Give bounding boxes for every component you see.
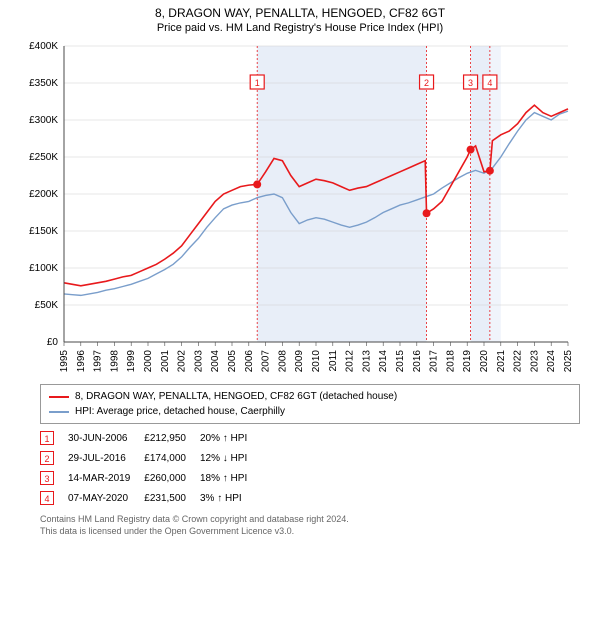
svg-text:4: 4 (487, 78, 492, 88)
svg-text:1995: 1995 (59, 350, 70, 373)
tx-price: £174,000 (144, 448, 200, 468)
svg-text:2013: 2013 (361, 350, 372, 373)
tx-price: £260,000 (144, 468, 200, 488)
transactions-table: 1 30-JUN-2006£212,95020% ↑ HPI 2 29-JUL-201… (40, 428, 261, 508)
svg-text:£350K: £350K (29, 78, 58, 89)
tx-delta: 12% ↓ HPI (200, 448, 261, 468)
tx-date: 30-JUN-2006 (68, 428, 144, 448)
tx-marker-icon: 4 (40, 491, 54, 505)
svg-text:2: 2 (424, 78, 429, 88)
table-row: 4 07-MAY-2020£231,5003% ↑ HPI (40, 488, 261, 508)
svg-text:2001: 2001 (160, 350, 171, 373)
legend-swatch-2 (49, 411, 69, 413)
table-row: 3 14-MAR-2019£260,00018% ↑ HPI (40, 468, 261, 488)
svg-text:2014: 2014 (378, 350, 389, 373)
tx-delta: 18% ↑ HPI (200, 468, 261, 488)
tx-marker-icon: 1 (40, 431, 54, 445)
svg-text:£0: £0 (47, 337, 59, 348)
tx-price: £212,950 (144, 428, 200, 448)
price-chart: £0 £50K £100K £150K £200K £250K £300K £350K £400… (20, 38, 580, 378)
svg-text:2020: 2020 (479, 350, 490, 373)
svg-text:2002: 2002 (177, 350, 188, 373)
svg-text:2019: 2019 (462, 350, 473, 373)
svg-text:2011: 2011 (328, 350, 339, 372)
svg-text:2010: 2010 (311, 350, 322, 373)
page-title: 8, DRAGON WAY, PENALLTA, HENGOED, CF82 6… (0, 0, 600, 20)
svg-text:2007: 2007 (261, 350, 272, 373)
svg-text:2016: 2016 (412, 350, 423, 373)
tx-marker-icon: 2 (40, 451, 54, 465)
svg-text:2022: 2022 (513, 350, 524, 373)
svg-text:2017: 2017 (429, 350, 440, 373)
svg-text:2015: 2015 (395, 350, 406, 373)
table-row: 1 30-JUN-2006£212,95020% ↑ HPI (40, 428, 261, 448)
svg-text:1: 1 (255, 78, 260, 88)
tx-delta: 3% ↑ HPI (200, 488, 261, 508)
legend-row-1: 8, DRAGON WAY, PENALLTA, HENGOED, CF82 6… (49, 389, 571, 404)
svg-text:2024: 2024 (546, 350, 557, 373)
tx-date: 14-MAR-2019 (68, 468, 144, 488)
legend-swatch-1 (49, 396, 69, 398)
svg-text:£150K: £150K (29, 226, 58, 237)
tx-date: 07-MAY-2020 (68, 488, 144, 508)
svg-text:2021: 2021 (496, 350, 507, 373)
svg-text:2018: 2018 (445, 350, 456, 373)
svg-text:£200K: £200K (29, 189, 58, 200)
svg-text:1998: 1998 (109, 350, 120, 373)
svg-text:2006: 2006 (244, 350, 255, 373)
svg-text:2004: 2004 (210, 350, 221, 373)
svg-text:1999: 1999 (126, 350, 137, 373)
tx-price: £231,500 (144, 488, 200, 508)
svg-text:2025: 2025 (563, 350, 574, 373)
svg-text:2005: 2005 (227, 350, 238, 373)
legend-row-2: HPI: Average price, detached house, Caer… (49, 404, 571, 419)
footer-line-2: This data is licensed under the Open Gov… (40, 526, 580, 538)
svg-text:1996: 1996 (76, 350, 87, 373)
page-subtitle: Price paid vs. HM Land Registry's House … (0, 20, 600, 38)
svg-text:£100K: £100K (29, 263, 58, 274)
legend: 8, DRAGON WAY, PENALLTA, HENGOED, CF82 6… (40, 384, 580, 424)
legend-label-1: 8, DRAGON WAY, PENALLTA, HENGOED, CF82 6… (75, 389, 397, 404)
svg-text:2000: 2000 (143, 350, 154, 373)
svg-text:£400K: £400K (29, 41, 58, 52)
svg-text:£250K: £250K (29, 152, 58, 163)
footer: Contains HM Land Registry data © Crown c… (40, 514, 580, 537)
table-row: 2 29-JUL-2016£174,00012% ↓ HPI (40, 448, 261, 468)
tx-delta: 20% ↑ HPI (200, 428, 261, 448)
svg-text:2003: 2003 (193, 350, 204, 373)
tx-date: 29-JUL-2016 (68, 448, 144, 468)
footer-line-1: Contains HM Land Registry data © Crown c… (40, 514, 580, 526)
legend-label-2: HPI: Average price, detached house, Caer… (75, 404, 285, 419)
svg-text:3: 3 (468, 78, 473, 88)
svg-text:£300K: £300K (29, 115, 58, 126)
svg-text:2023: 2023 (529, 350, 540, 373)
svg-text:1997: 1997 (93, 350, 104, 373)
svg-text:2009: 2009 (294, 350, 305, 373)
svg-text:2008: 2008 (277, 350, 288, 373)
svg-text:£50K: £50K (35, 300, 59, 311)
svg-text:2012: 2012 (345, 350, 356, 373)
tx-marker-icon: 3 (40, 471, 54, 485)
